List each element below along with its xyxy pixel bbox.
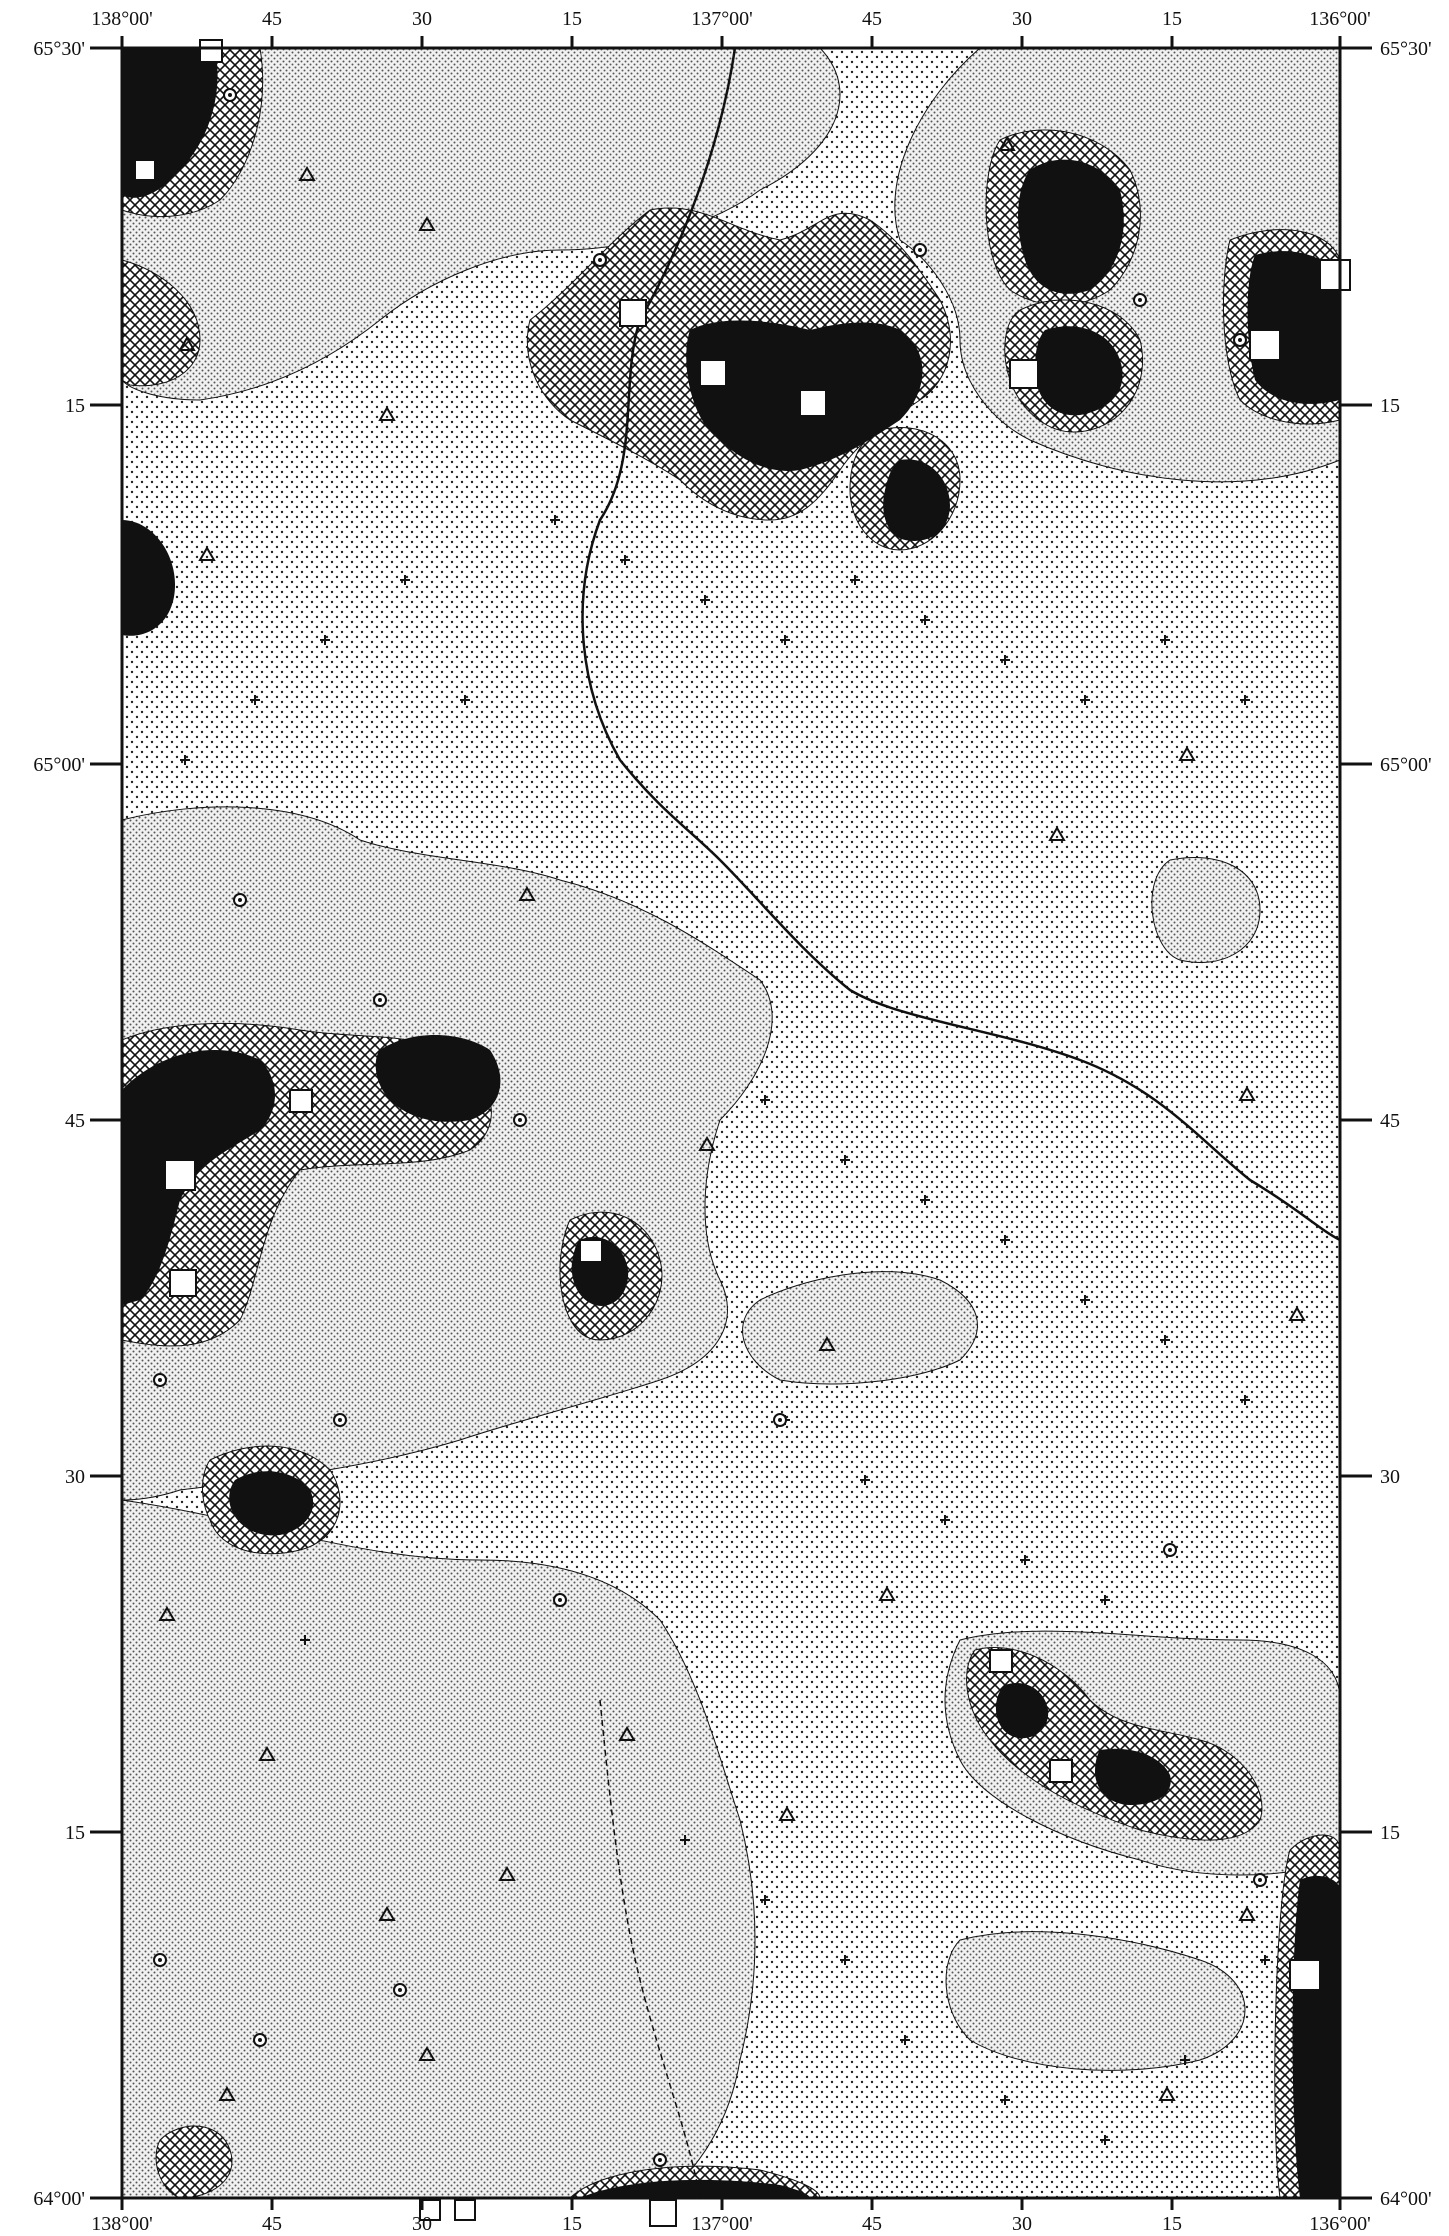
cross-symbols bbox=[180, 515, 1270, 2145]
right-label: 65°30' bbox=[1380, 38, 1432, 60]
right-label: 15 bbox=[1380, 1822, 1400, 1844]
bottom-axis-labels: 138°00' 45 30 15 137°00' 45 30 15 136°00… bbox=[91, 2213, 1371, 2235]
top-label: 30 bbox=[412, 8, 432, 30]
bottom-label: 45 bbox=[862, 2213, 882, 2235]
river-line bbox=[581, 47, 1341, 1242]
right-label: 30 bbox=[1380, 1466, 1400, 1488]
bottom-label: 45 bbox=[262, 2213, 282, 2235]
triangle-symbols bbox=[158, 136, 1306, 2101]
axis-ticks bbox=[90, 36, 1372, 2210]
left-label: 15 bbox=[65, 395, 85, 417]
circle-dot-centers bbox=[158, 93, 1262, 2162]
top-label: 137°00' bbox=[691, 8, 753, 30]
left-label: 30 bbox=[65, 1466, 85, 1488]
left-label: 65°00' bbox=[33, 754, 85, 776]
bottom-label: 15 bbox=[562, 2213, 582, 2235]
top-label: 15 bbox=[562, 8, 582, 30]
map-frame bbox=[120, 46, 1342, 2200]
right-label: 65°00' bbox=[1380, 754, 1432, 776]
square-symbols bbox=[134, 39, 1351, 2227]
bottom-label: 30 bbox=[412, 2213, 432, 2235]
bottom-label: 137°00' bbox=[691, 2213, 753, 2235]
right-axis-labels: 65°30' 15 65°00' 45 30 15 64°00' bbox=[1380, 38, 1432, 2210]
right-label: 64°00' bbox=[1380, 2188, 1432, 2210]
left-label: 45 bbox=[65, 1110, 85, 1132]
right-label: 15 bbox=[1380, 395, 1400, 417]
top-label: 45 bbox=[862, 8, 882, 30]
top-label: 15 bbox=[1162, 8, 1182, 30]
zone-solid bbox=[122, 48, 1340, 2198]
top-label: 138°00' bbox=[91, 8, 153, 30]
top-label: 45 bbox=[262, 8, 282, 30]
top-label: 136°00' bbox=[1309, 8, 1371, 30]
right-label: 45 bbox=[1380, 1110, 1400, 1132]
left-label: 15 bbox=[65, 1822, 85, 1844]
left-label: 64°00' bbox=[33, 2188, 85, 2210]
top-axis-labels: 138°00' 45 30 15 137°00' 45 30 15 136°00… bbox=[91, 8, 1371, 30]
left-axis-labels: 65°30' 15 65°00' 45 30 15 64°00' bbox=[33, 38, 85, 2210]
top-label: 30 bbox=[1012, 8, 1032, 30]
bottom-label: 15 bbox=[1162, 2213, 1182, 2235]
bottom-label: 136°00' bbox=[1309, 2213, 1371, 2235]
bottom-label: 138°00' bbox=[91, 2213, 153, 2235]
tributary-line bbox=[599, 1699, 701, 2199]
left-label: 65°30' bbox=[33, 38, 85, 60]
bottom-label: 30 bbox=[1012, 2213, 1032, 2235]
